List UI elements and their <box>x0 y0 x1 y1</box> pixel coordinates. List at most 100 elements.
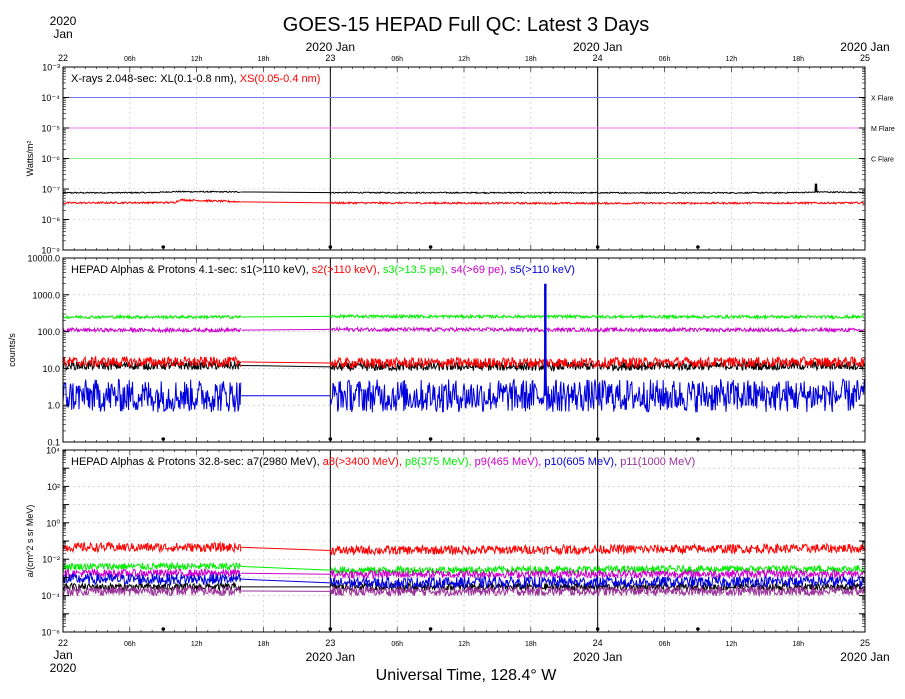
gap-connector <box>241 361 331 364</box>
top-hour-label: 12h <box>725 56 737 63</box>
daily-marker <box>595 627 600 631</box>
panel-title: HEPAD Alphas & Protons 4.1-sec: s1(>110 … <box>71 264 575 276</box>
panel-title-segment: s3(>13.5 pe), <box>383 264 451 276</box>
panel-title-segment: s2(>110 keV), <box>312 264 383 276</box>
panel-title-segment: HEPAD Alphas & Protons 4.1-sec: s1(>110 … <box>71 264 312 276</box>
gap-connector <box>241 572 331 575</box>
series-line <box>330 200 865 206</box>
gap-connector <box>241 315 331 318</box>
panel-hepad-4s: 10000.0 1000.0 100.0 10.0 1.0 0.1 counts/s HEPA… <box>7 254 866 448</box>
daily-marker <box>595 245 600 249</box>
daily-marker <box>428 627 433 631</box>
y-tick-label: 10⁰ <box>46 518 60 528</box>
chart-title: GOES-15 HEPAD Full QC: Latest 3 Days <box>283 14 649 36</box>
daily-marker <box>328 437 333 441</box>
bottom-year-label: 2020 <box>50 661 77 675</box>
daily-marker <box>161 245 166 249</box>
series-line <box>63 198 242 205</box>
daily-marker <box>161 627 166 631</box>
series-line <box>329 313 865 321</box>
bottom-month-label: 2020 Jan <box>306 650 355 664</box>
panel-title-segment: s5(>110 keV) <box>510 264 575 276</box>
panel-title: X-rays 2.048-sec: XL(0.1-0.8 nm), XS(0.0… <box>71 73 320 85</box>
y-tick-label: 10⁻⁶ <box>42 154 61 164</box>
y-tick-label: 10⁻⁷ <box>42 185 60 195</box>
bottom-month-label: 2020 Jan <box>840 650 889 664</box>
panel-title-segment: p11(1000 MeV) <box>620 456 695 468</box>
y-tick-label: 1000.0 <box>32 290 60 300</box>
top-hour-label: 18h <box>792 56 804 63</box>
daily-marker <box>696 437 700 441</box>
daily-marker <box>428 437 433 441</box>
panel-title-segment: HEPAD Alphas & Protons 32.8-sec: a7(2980… <box>71 456 323 468</box>
top-hour-label: 06h <box>391 56 403 63</box>
y-tick-label: 10000.0 <box>27 254 60 264</box>
panel-title-segment: p10(605 MeV), <box>544 456 620 468</box>
series-line <box>63 541 242 554</box>
series-line <box>329 563 865 576</box>
bottom-month-label: 2020 Jan <box>573 650 622 664</box>
bottom-day-label: 23 <box>325 638 335 648</box>
y-tick-label: 10⁻⁵ <box>42 124 61 134</box>
panel-hepad-32s: 10⁴ 10² 10⁰ 10⁻² 10⁻⁴ 10⁻⁶ a/(cm^2 s sr MeV) HE… <box>25 446 866 638</box>
bottom-month-first-label: Jan <box>53 648 72 662</box>
series-group <box>63 183 865 206</box>
top-day-label: 25 <box>860 53 870 63</box>
series-line <box>329 542 865 557</box>
threshold-label: M Flare <box>871 126 895 133</box>
series-line <box>63 326 242 334</box>
top-hour-label: 06h <box>659 56 671 63</box>
series-line <box>329 355 865 370</box>
y-axis-label: a/(cm^2 s sr MeV) <box>25 505 35 578</box>
top-hour-label: 18h <box>525 56 537 63</box>
y-tick-label: 10⁻⁸ <box>41 215 60 225</box>
threshold-label: C Flare <box>871 157 894 164</box>
daily-marker <box>328 627 333 631</box>
top-day-label: 24 <box>593 53 603 63</box>
series-line <box>63 561 242 572</box>
gap-connector <box>241 201 331 204</box>
series-line <box>329 585 865 598</box>
y-tick-label: 10⁻² <box>42 555 60 565</box>
y-tick-label: 100.0 <box>37 327 60 337</box>
bottom-hour-label: 06h <box>659 641 671 648</box>
y-tick-label: 1.0 <box>47 401 60 411</box>
top-month-first-label: Jan <box>53 27 72 41</box>
series-line <box>63 378 242 413</box>
top-hour-label: 06h <box>124 56 136 63</box>
daily-marker <box>595 437 600 441</box>
panel-title: HEPAD Alphas & Protons 32.8-sec: a7(2980… <box>71 456 695 468</box>
bottom-hour-label: 06h <box>124 641 136 648</box>
daily-marker <box>328 245 333 249</box>
daily-marker <box>696 245 700 249</box>
bottom-hour-label: 12h <box>458 641 470 648</box>
threshold-label: X Flare <box>871 96 894 103</box>
top-month-label: 2020 Jan <box>573 40 622 54</box>
series-line <box>63 573 242 586</box>
bottom-hour-label: 12h <box>191 641 203 648</box>
bottom-day-label: 22 <box>58 638 68 648</box>
top-month-label: 2020 Jan <box>840 40 889 54</box>
y-tick-label: 10² <box>47 482 60 492</box>
panel-xrays: X Flare M Flare C Flare 10⁻³ 10⁻⁴ 10⁻⁵ 10⁻⁶ 10⁻… <box>25 63 895 256</box>
series-line <box>329 567 865 580</box>
gap-connector <box>241 328 331 331</box>
panel-title-segment: X-rays 2.048-sec: XL(0.1-0.8 nm), <box>71 73 240 85</box>
series-line <box>63 585 242 597</box>
panel-title-segment: p9(465 MeV), <box>475 456 545 468</box>
panel-title-segment: s4(>69 pe), <box>451 264 510 276</box>
y-tick-label: 10.0 <box>42 364 60 374</box>
series-group <box>63 541 865 598</box>
top-hour-label: 12h <box>191 56 203 63</box>
series-group <box>63 283 865 413</box>
chart-panels: X Flare M Flare C Flare 10⁻³ 10⁻⁴ 10⁻⁵ 10⁻⁶ 10⁻… <box>7 63 895 638</box>
y-tick-label: 10⁻³ <box>42 63 60 73</box>
y-tick-label: 10⁻⁴ <box>41 93 60 103</box>
gap-connector <box>241 191 331 194</box>
bottom-day-label: 24 <box>593 638 603 648</box>
y-axis-label: Watts/m² <box>25 141 35 177</box>
y-tick-label: 10⁴ <box>46 446 60 456</box>
bottom-hour-label: 06h <box>391 641 403 648</box>
